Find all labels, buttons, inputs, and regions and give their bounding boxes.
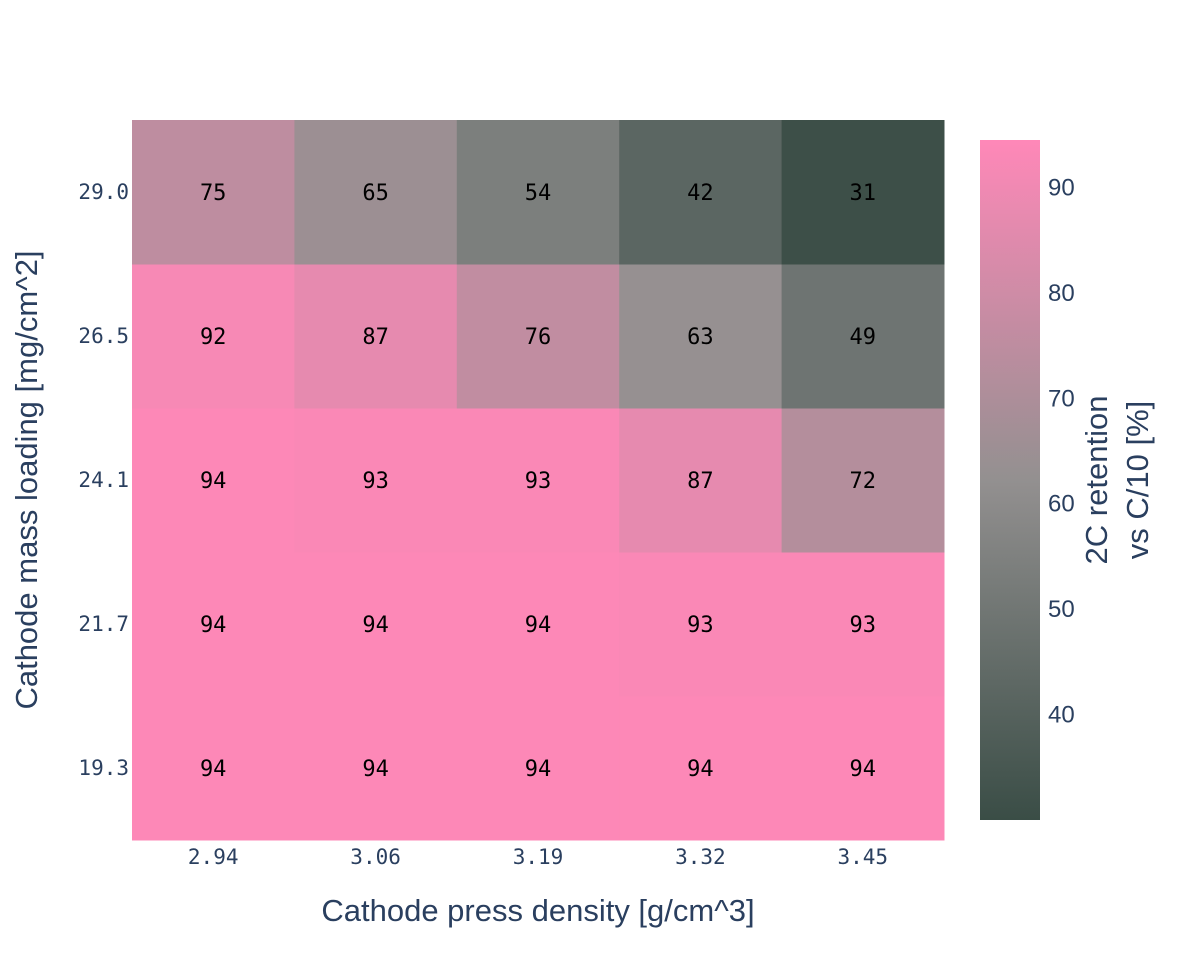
heatmap-cell: [294, 408, 458, 553]
heatmap-cell-label: 92: [200, 325, 227, 350]
heatmap-cell-label: 54: [525, 181, 552, 206]
heatmap-cell-labels: 94 94 94 94 94 94 94 94 93 93 94 93 93 87 72 92 87 76 63 49…: [200, 181, 876, 782]
heatmap-cell: [294, 264, 458, 409]
heatmap-cell-label: 87: [687, 469, 714, 494]
y-axis-ticks: 19.3 21.7 24.1 26.5 29.0: [78, 180, 129, 780]
heatmap-cell: [456, 120, 620, 265]
heatmap-cell-label: 72: [850, 469, 877, 494]
heatmap-cell: [619, 264, 783, 409]
colorbar-tick-label: 90: [1048, 174, 1075, 201]
colorbar-tick-label: 40: [1048, 702, 1075, 729]
heatmap-cell-label: 76: [525, 325, 552, 350]
heatmap-cell: [781, 408, 945, 553]
heatmap-cell-label: 93: [362, 469, 389, 494]
x-tick-label: 2.94: [188, 845, 239, 869]
heatmap-cell: [619, 552, 783, 697]
y-axis-title: Cathode mass loading [mg/cm^2]: [9, 250, 44, 709]
heatmap-cell: [132, 408, 295, 553]
y-tick-label: 21.7: [78, 612, 129, 636]
heatmap-cell: [781, 696, 945, 841]
heatmap-cell: [132, 552, 295, 697]
heatmap-cell-label: 94: [525, 613, 552, 638]
heatmap-cell: [294, 552, 458, 697]
y-tick-label: 24.1: [78, 468, 129, 492]
colorbar: [980, 140, 1040, 820]
x-tick-label: 3.45: [838, 845, 889, 869]
heatmap-cell-label: 94: [200, 613, 227, 638]
heatmap-cell: [132, 264, 295, 409]
heatmap-cell: [619, 408, 783, 553]
heatmap-cells: [132, 120, 945, 841]
colorbar-tick-label: 50: [1048, 596, 1075, 623]
x-axis-title: Cathode press density [g/cm^3]: [321, 893, 754, 928]
heatmap-cell-label: 94: [200, 469, 227, 494]
heatmap-cell: [132, 696, 295, 841]
x-tick-label: 3.06: [350, 845, 401, 869]
heatmap-cell-label: 93: [850, 613, 877, 638]
heatmap-cell: [456, 552, 620, 697]
colorbar-ticks: 40 50 60 70 80 90: [1048, 174, 1075, 728]
colorbar-tick-label: 60: [1048, 491, 1075, 518]
heatmap-cell: [781, 120, 945, 265]
y-tick-label: 29.0: [78, 180, 129, 204]
colorbar-tick-label: 80: [1048, 280, 1075, 307]
heatmap-cell-label: 63: [687, 325, 714, 350]
heatmap-cell: [619, 696, 783, 841]
colorbar-title-line-1: 2C retention: [1079, 396, 1114, 565]
heatmap-cell-label: 49: [850, 325, 877, 350]
heatmap-cell-label: 87: [362, 325, 389, 350]
heatmap-cell-label: 94: [850, 757, 877, 782]
heatmap-cell-label: 31: [850, 181, 877, 206]
heatmap-cell-label: 94: [362, 757, 389, 782]
colorbar-title-line-2: vs C/10 [%]: [1120, 401, 1155, 560]
heatmap-cell-label: 75: [200, 181, 227, 206]
heatmap-cell: [294, 120, 458, 265]
x-tick-label: 3.19: [513, 845, 564, 869]
heatmap-cell-label: 94: [687, 757, 714, 782]
heatmap-cell-label: 94: [362, 613, 389, 638]
heatmap-cell: [456, 264, 620, 409]
heatmap-cell: [619, 120, 783, 265]
y-tick-label: 26.5: [78, 324, 129, 348]
heatmap-cell-label: 94: [525, 757, 552, 782]
x-tick-label: 3.32: [675, 845, 726, 869]
heatmap-cell-label: 93: [525, 469, 552, 494]
heatmap-cell-label: 94: [200, 757, 227, 782]
heatmap-cell: [294, 696, 458, 841]
heatmap-cell: [456, 696, 620, 841]
colorbar-tick-label: 70: [1048, 385, 1075, 412]
heatmap-cell: [456, 408, 620, 553]
heatmap-cell: [781, 552, 945, 697]
heatmap-cell: [132, 120, 295, 265]
heatmap-cell: [781, 264, 945, 409]
heatmap-cell-label: 65: [362, 181, 389, 206]
y-tick-label: 19.3: [78, 756, 129, 780]
heatmap-cell-label: 93: [687, 613, 714, 638]
x-axis-ticks: 2.94 3.06 3.19 3.32 3.45: [188, 845, 888, 869]
heatmap-cell-label: 42: [687, 181, 714, 206]
